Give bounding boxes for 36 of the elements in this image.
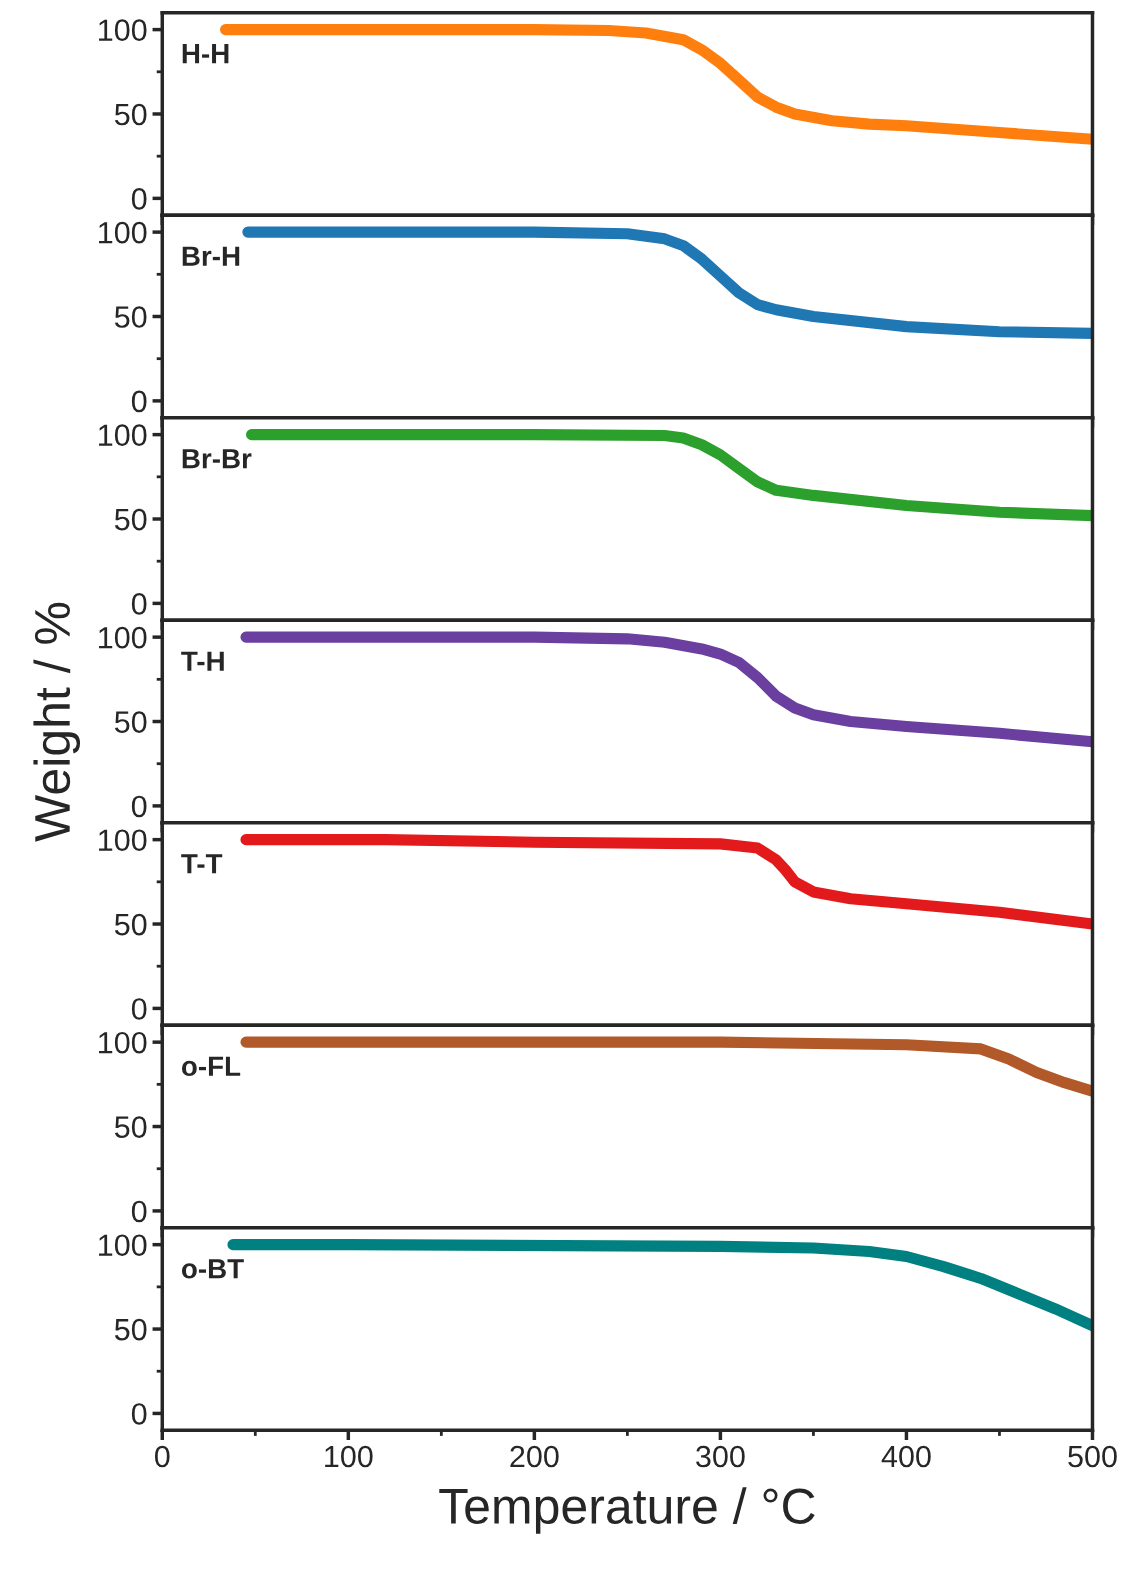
y-tick-label: 100: [99, 626, 147, 649]
y-tick-label: 0: [131, 795, 147, 818]
y-tick-label: 100: [99, 19, 147, 41]
x-tick-label: 500: [1068, 1445, 1117, 1468]
y-tick-label: 0: [131, 1200, 147, 1223]
y-tick-label: 100: [99, 1234, 147, 1257]
y-tick-label: 100: [99, 829, 147, 852]
y-tick-label: 50: [114, 711, 147, 733]
x-tick-label: 100: [325, 1445, 373, 1468]
y-tick-label: 0: [131, 1403, 147, 1425]
series-label: Br-H: [182, 246, 240, 266]
y-tick-label: 50: [114, 103, 147, 126]
y-tick-label: 0: [131, 998, 147, 1020]
x-tick-label: 300: [696, 1445, 745, 1468]
y-axis-title: Weight / %: [33, 602, 81, 842]
y-tick-label: 100: [99, 424, 147, 446]
y-tick-label: 0: [131, 593, 147, 615]
series-label: Br-Br: [182, 449, 252, 469]
y-tick-label: 50: [114, 913, 147, 936]
series-label: o-FL: [181, 1056, 241, 1077]
y-tick-label: 50: [114, 1318, 147, 1341]
y-tick-label: 0: [131, 188, 147, 210]
series-label: T-H: [181, 651, 224, 671]
x-axis-title: Temperature / °C: [439, 1487, 815, 1534]
y-tick-label: 50: [114, 306, 147, 328]
y-tick-label: 50: [114, 1116, 147, 1138]
series-label: o-BT: [181, 1259, 244, 1279]
x-tick-label: 400: [881, 1445, 931, 1468]
series-label: H-H: [182, 44, 229, 64]
y-tick-label: 100: [99, 1031, 147, 1054]
y-tick-label: 100: [99, 221, 147, 244]
x-tick-label: 200: [510, 1445, 559, 1468]
y-tick-label: 50: [114, 508, 147, 531]
series-label: T-T: [181, 854, 223, 874]
y-tick-label: 0: [131, 390, 147, 413]
x-tick-label: 0: [154, 1445, 170, 1468]
